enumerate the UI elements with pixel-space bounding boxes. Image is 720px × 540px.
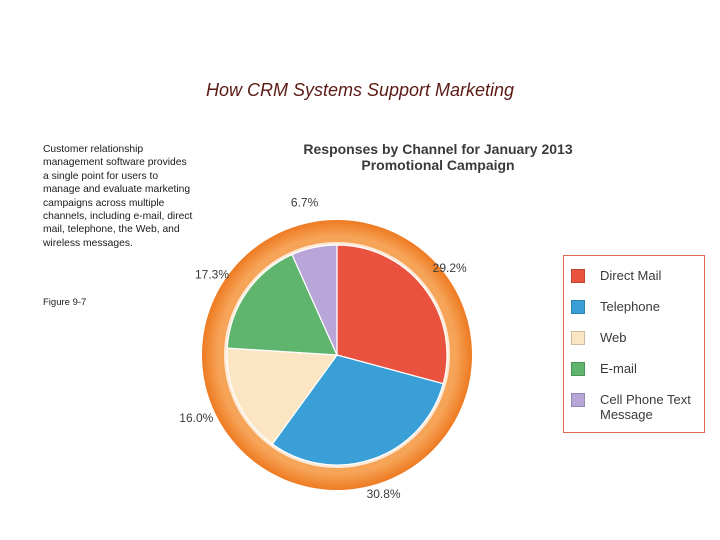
legend-label: Web bbox=[600, 330, 627, 345]
pie-labels: 29.2% 30.8% 16.0% 17.3% 6.7% bbox=[179, 196, 467, 502]
chart-legend: Direct Mail Telephone Web E-mail Cell Phone … bbox=[563, 255, 705, 433]
pie-slice-web bbox=[226, 347, 339, 445]
pie-label-web: 16.0% bbox=[179, 411, 213, 425]
pie-label-direct-mail: 29.2% bbox=[433, 261, 467, 275]
pie-slice-e-mail bbox=[226, 253, 338, 356]
pie-slice-cell-phone-text-message bbox=[291, 244, 338, 356]
figure-label: Figure 9-7 bbox=[43, 297, 87, 308]
legend-swatch bbox=[571, 393, 585, 407]
pie-label-cell-phone-text-message: 6.7% bbox=[291, 196, 319, 210]
slide-description: Customer relationship management softwar… bbox=[43, 144, 193, 249]
chart-title: Responses by Channel for January 2013 Pr… bbox=[288, 141, 588, 173]
chart-title-line-1: Responses by Channel for January 2013 bbox=[303, 141, 573, 157]
pie-slice-telephone bbox=[271, 354, 444, 466]
pie-label-telephone: 30.8% bbox=[367, 487, 401, 501]
pie-slices bbox=[226, 244, 448, 466]
legend-swatch bbox=[571, 331, 585, 345]
chart-title-line-2: Promotional Campaign bbox=[361, 157, 515, 173]
pie-label-e-mail: 17.3% bbox=[195, 267, 229, 281]
legend-label: Cell Phone Text Message bbox=[600, 392, 691, 422]
legend-label: Telephone bbox=[600, 299, 660, 314]
legend-swatch bbox=[571, 269, 585, 283]
pie-slice-direct-mail bbox=[336, 244, 448, 385]
slide-title: How CRM Systems Support Marketing bbox=[205, 80, 515, 100]
legend-swatch bbox=[571, 300, 585, 314]
legend-label: Direct Mail bbox=[600, 268, 662, 283]
legend-swatch bbox=[571, 362, 585, 376]
legend-label: E-mail bbox=[600, 361, 637, 376]
